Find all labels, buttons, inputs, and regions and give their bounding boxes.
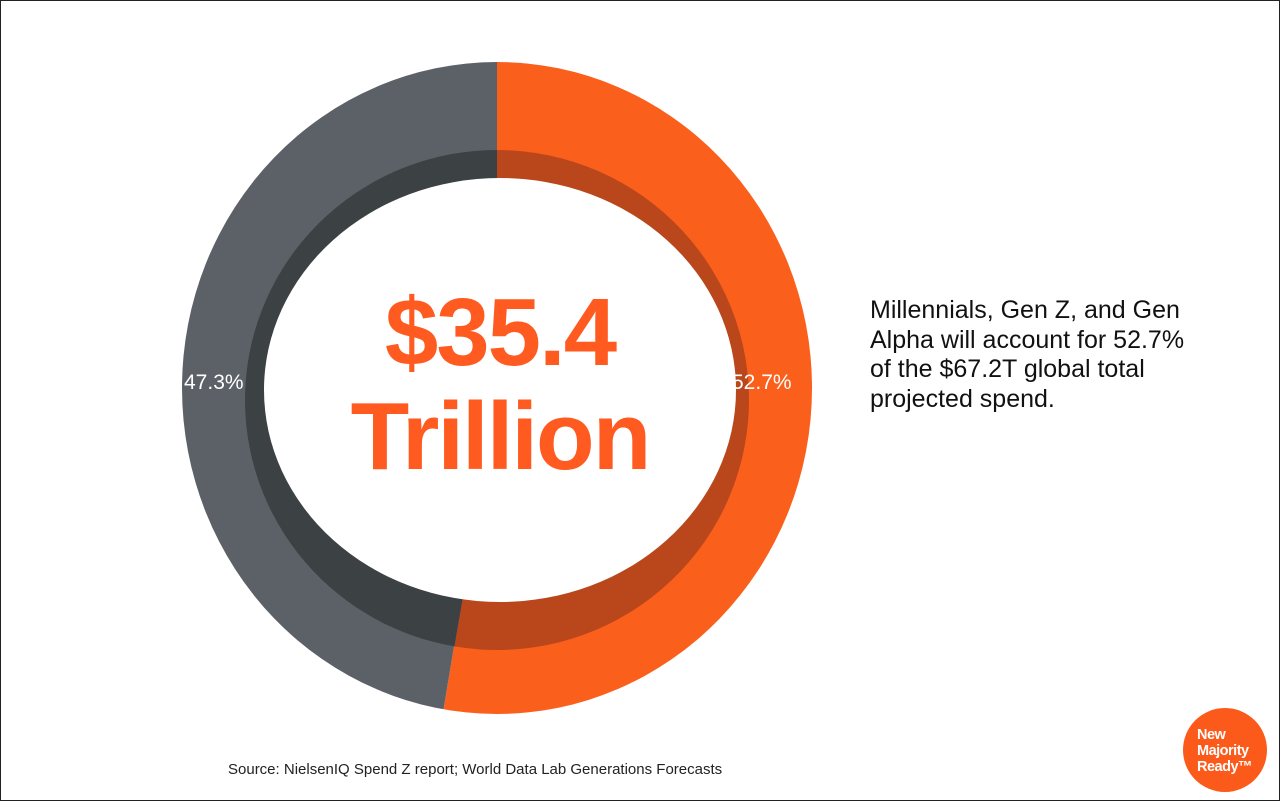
donut-hole (264, 178, 736, 602)
new-majority-ready-logo: New Majority Ready™ (1183, 708, 1267, 792)
slice-label-others: 47.3% (184, 371, 244, 394)
center-unit: Trillion (350, 383, 652, 490)
slice-label-new-majority: 52.7% (732, 371, 792, 394)
logo-line-3: Ready™ (1197, 759, 1253, 775)
logo-line-1: New (1197, 727, 1226, 743)
source-note: Source: NielsenIQ Spend Z report; World … (228, 761, 723, 778)
center-amount: $35.4 (384, 279, 617, 386)
logo-line-2: Majority (1197, 743, 1249, 759)
description-text: Millennials, Gen Z, and Gen Alpha will a… (870, 296, 1185, 413)
